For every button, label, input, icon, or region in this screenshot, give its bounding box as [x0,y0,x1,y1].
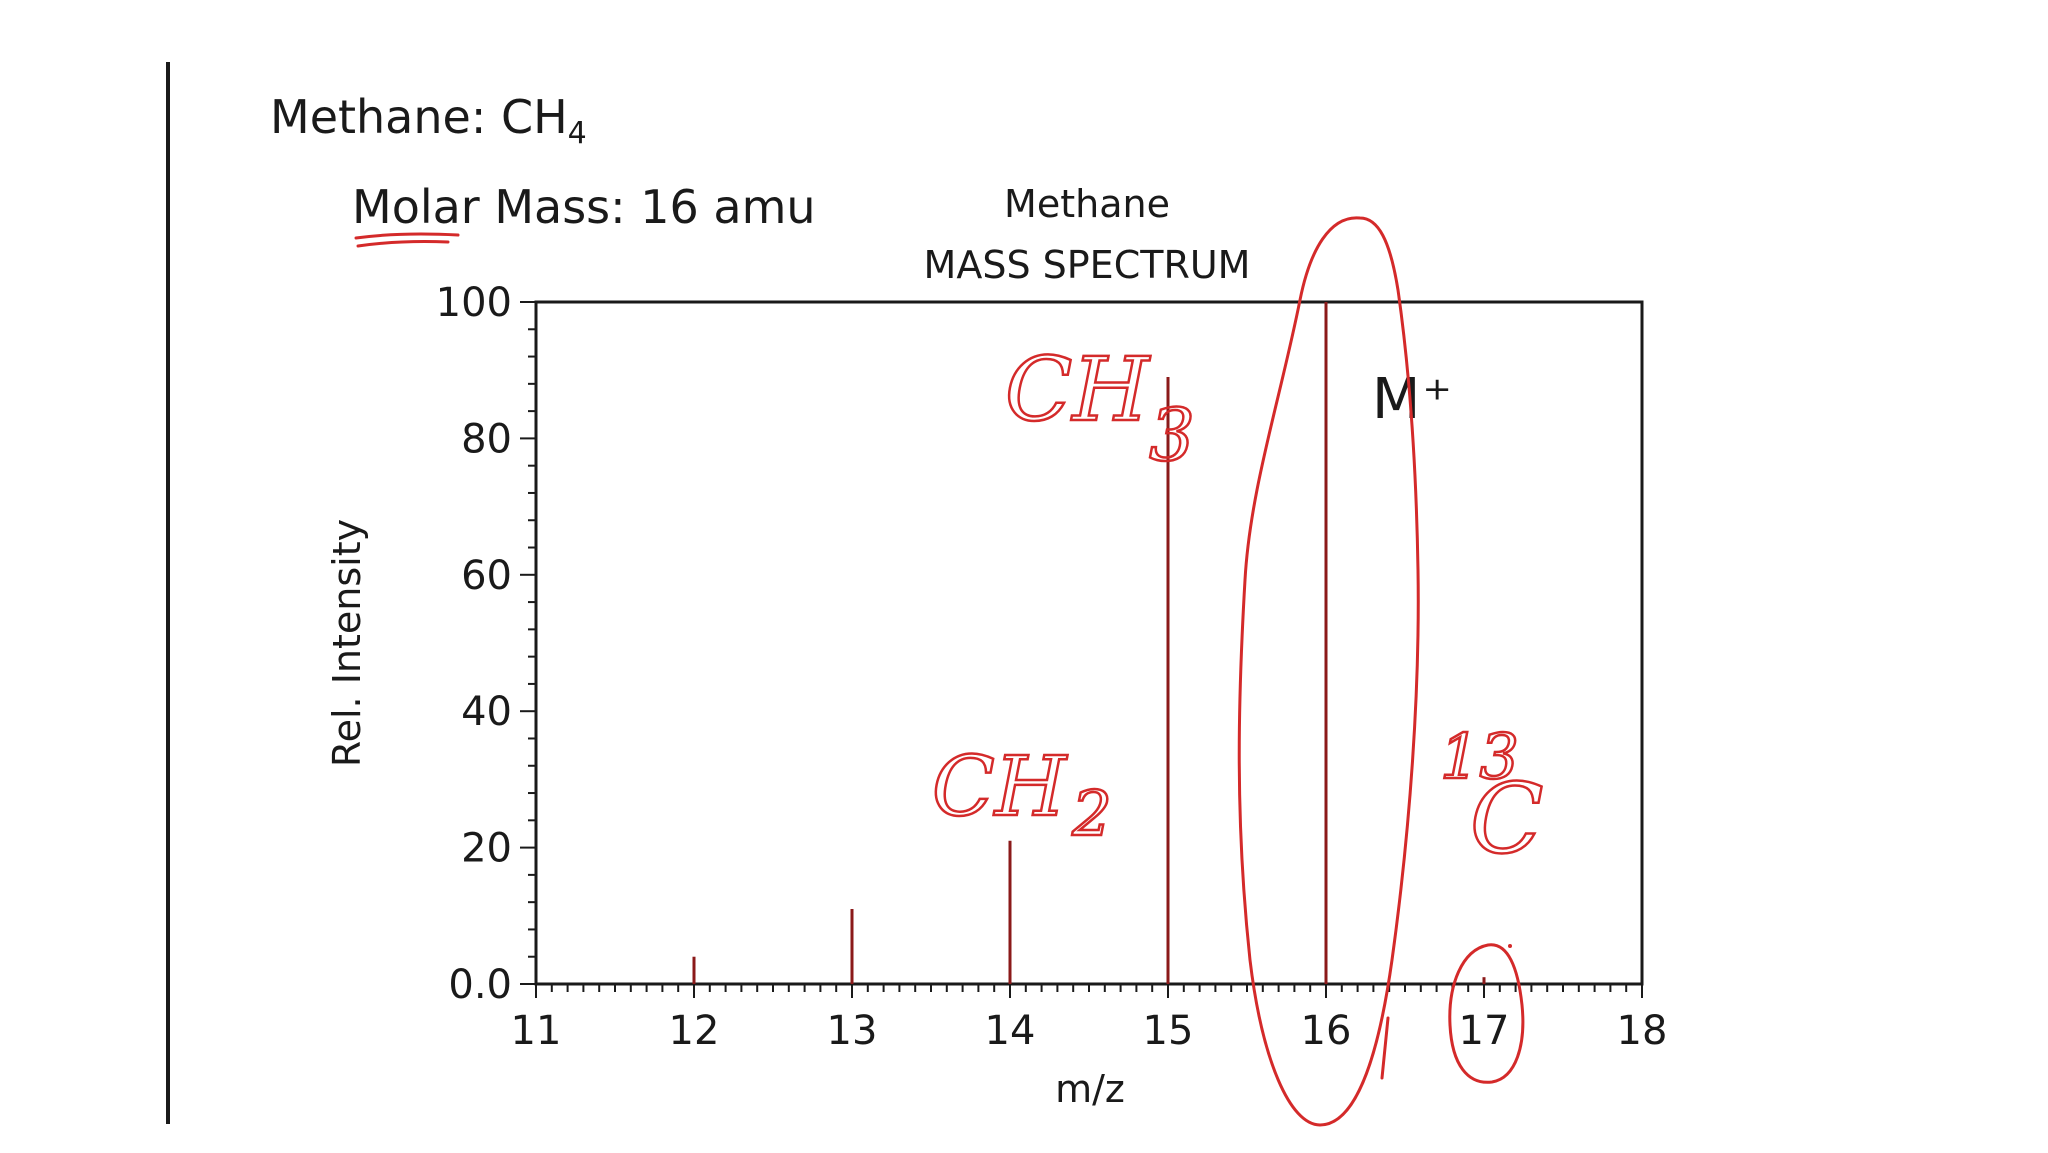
x-axis-label: m/z [1055,1067,1125,1111]
x-axis-ticks: 11 12 13 14 15 16 17 18 [511,984,1668,1054]
molar-mass-label: Molar Mass: 16 amu [352,180,816,234]
y-tick-label: 80 [461,416,512,462]
y-tick-label: 0.0 [448,962,512,1008]
molecular-ion-circle [1237,216,1420,1127]
compound-subscript: 4 [567,116,587,151]
isotope-circle [1448,943,1525,1084]
ink-dot [1508,944,1512,948]
small-tick-stroke [1380,1016,1390,1080]
x-tick-label: 12 [669,1008,720,1054]
ch2-annotation: CH2 [932,740,1112,850]
compound-label: Methane: CH [270,90,568,144]
y-axis-ticks: 0.0 20 40 60 80 100 [436,280,536,1008]
c13-element-annotation: C [1470,763,1543,875]
peaks-group [692,302,1486,984]
chart-subtitle: MASS SPECTRUM [924,243,1251,287]
x-tick-label: 14 [985,1008,1036,1054]
y-tick-label: 100 [436,280,512,326]
x-tick-label: 17 [1459,1008,1510,1054]
ch3-annotation: CH3 [1005,338,1195,477]
y-tick-label: 40 [461,689,512,735]
chart-title: Methane [1004,182,1170,226]
slide-border [166,62,170,1124]
y-axis-label: Rel. Intensity [325,519,369,767]
y-tick-label: 20 [461,826,512,872]
x-tick-label: 11 [511,1008,562,1054]
x-tick-label: 16 [1301,1008,1352,1054]
compound-title: Methane: CH4 [270,90,587,151]
y-tick-label: 60 [461,553,512,599]
x-tick-label: 18 [1617,1008,1668,1054]
underline-stroke [354,232,460,248]
x-tick-label: 15 [1143,1008,1194,1054]
c13-mass-annotation: 13 [1440,720,1519,793]
x-tick-label: 13 [827,1008,878,1054]
